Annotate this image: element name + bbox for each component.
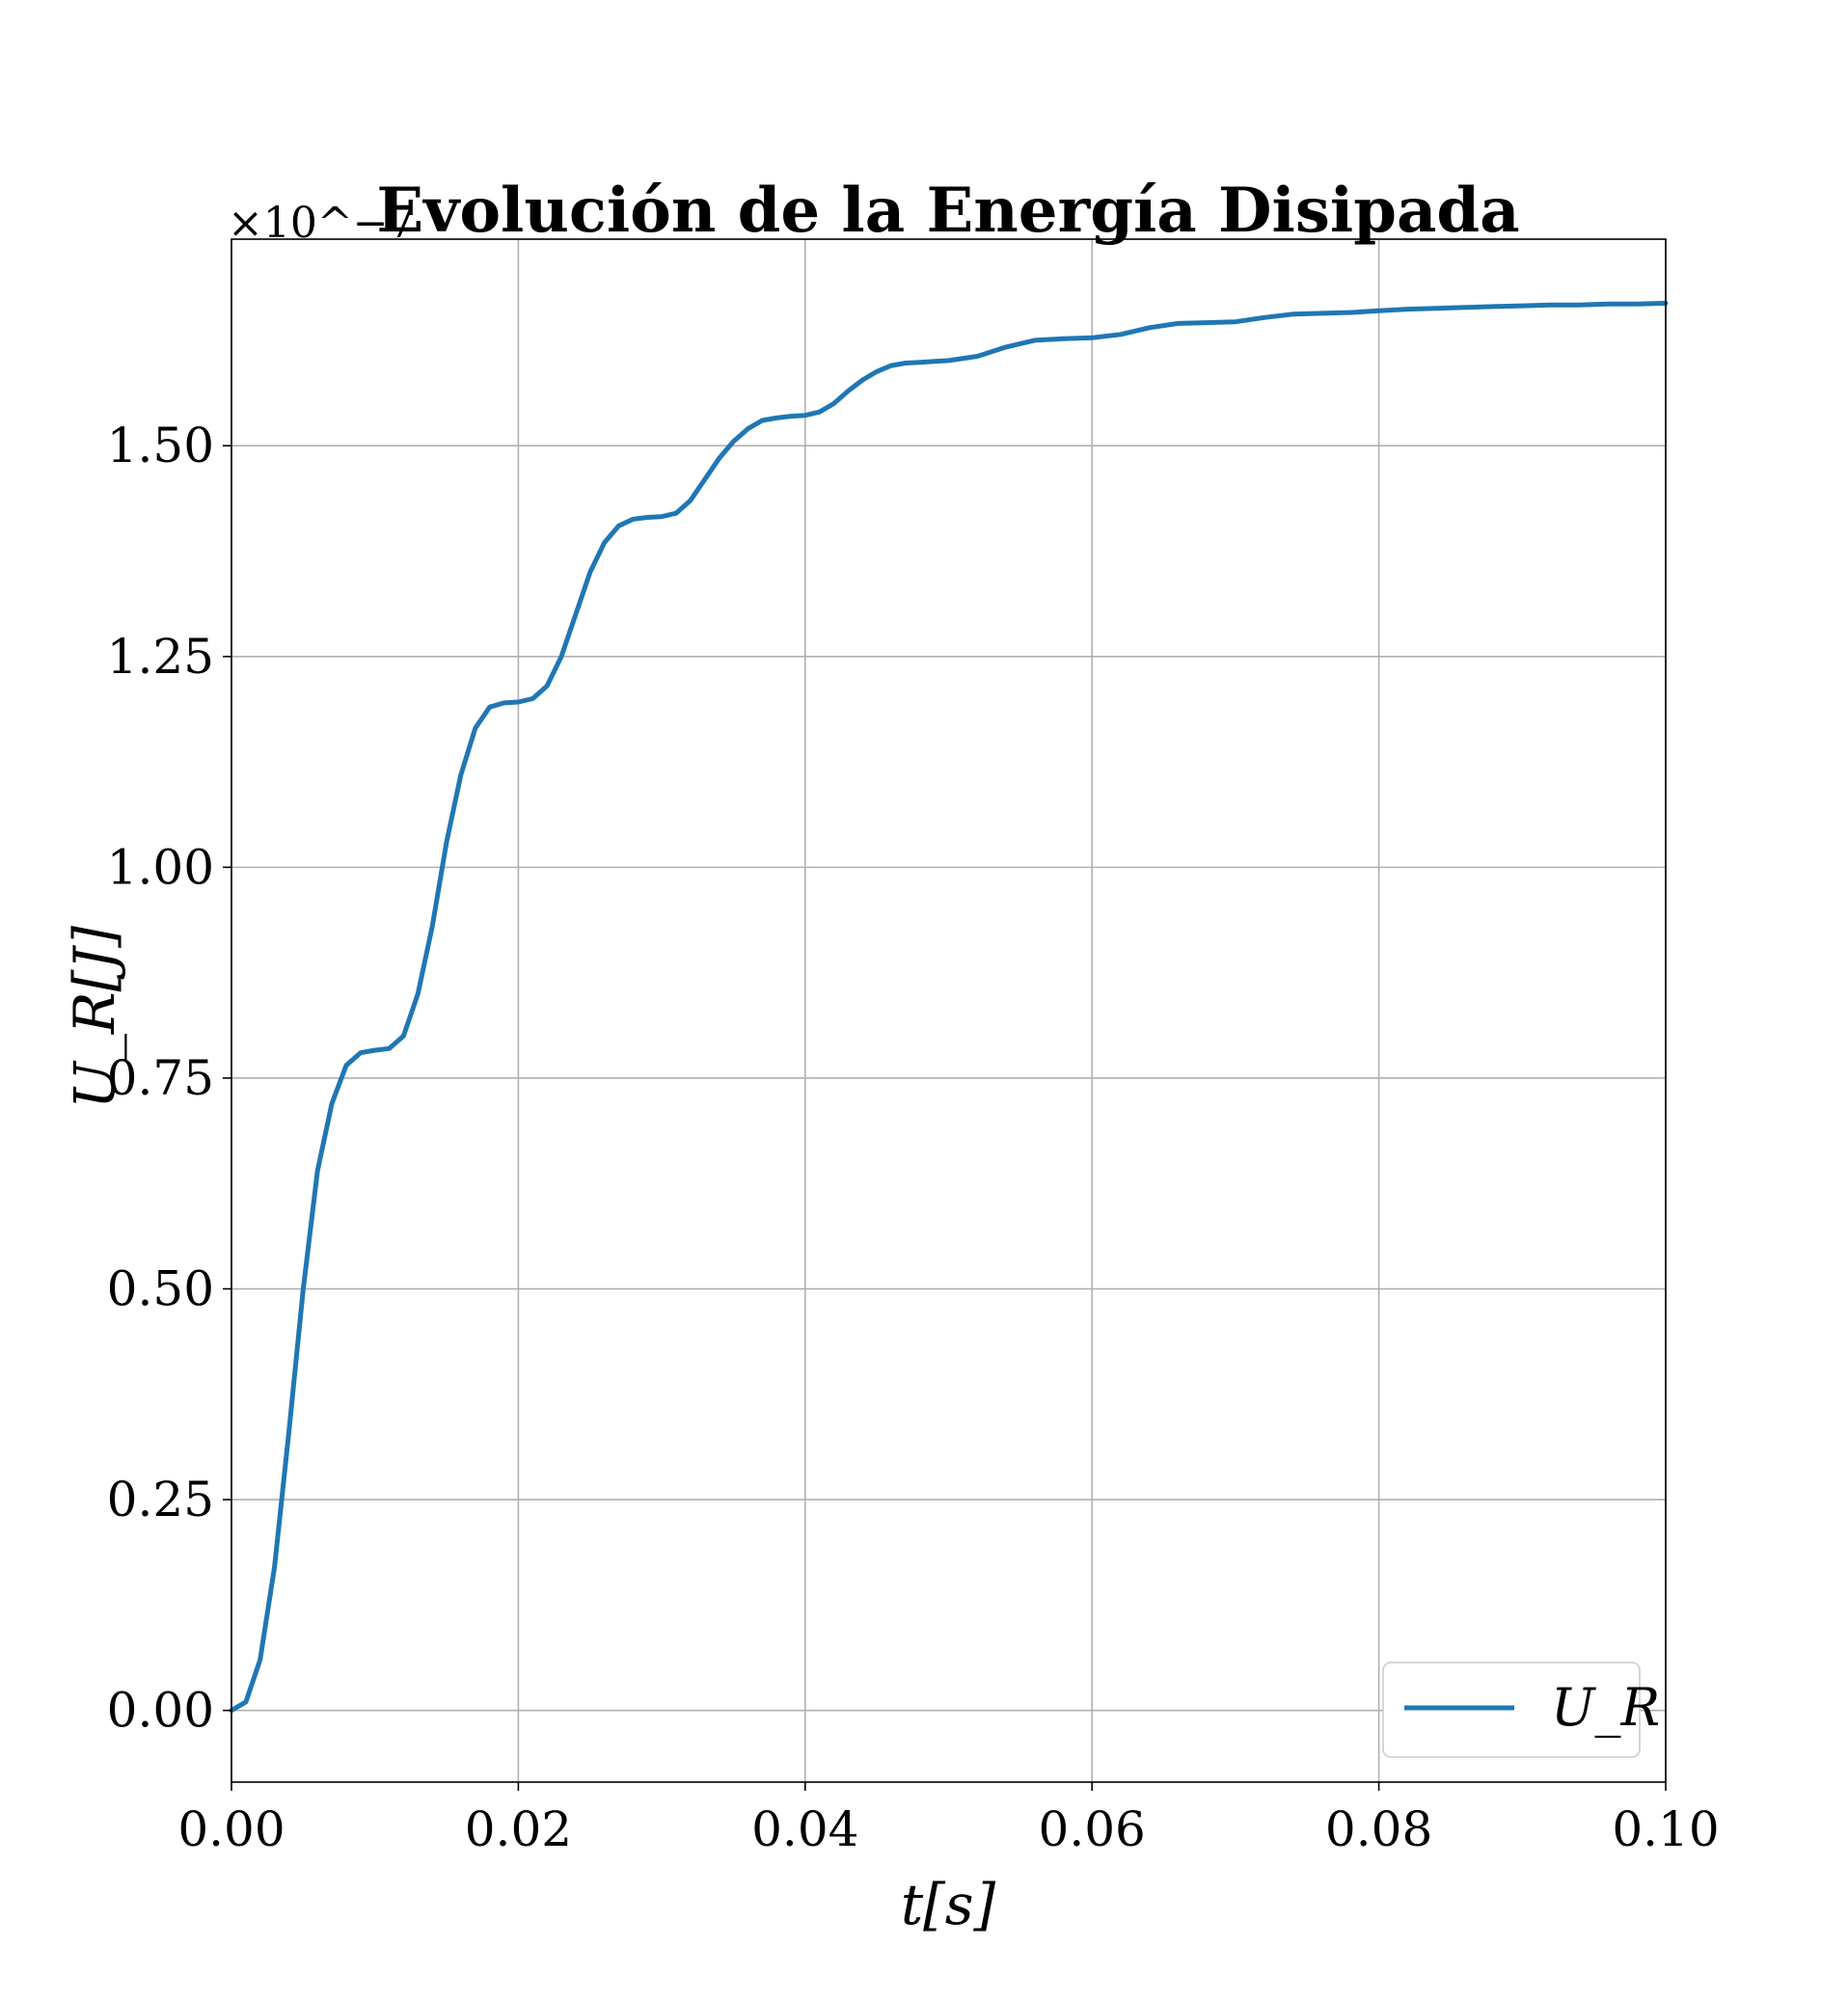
- plot-area-frame: [231, 238, 1667, 1783]
- y-tick-label: 1.50: [107, 418, 214, 473]
- y-tick-label: 0.50: [107, 1261, 214, 1317]
- chart-title: Evolución de la Energía Disipada: [376, 175, 1519, 247]
- x-tick-label: 0.08: [1325, 1801, 1432, 1857]
- y-tick-label: 0.25: [107, 1472, 214, 1528]
- y-tick-label: 1.00: [107, 839, 214, 895]
- x-axis-ticks: 0.00 0.02 0.04 0.06 0.08 0.10: [177, 1782, 1720, 1857]
- x-tick-label: 0.06: [1039, 1801, 1146, 1857]
- grid: [231, 239, 1667, 1782]
- y-axis-multiplier: ×10^−7: [228, 199, 416, 248]
- series-layer: [229, 300, 1669, 1714]
- y-axis-ticks: 0.00 0.25 0.50 0.75 1.00 1.25 1.50: [107, 418, 231, 1739]
- x-tick-label: 0.10: [1612, 1801, 1719, 1857]
- x-tick-label: 0.02: [465, 1801, 572, 1857]
- x-tick-label: 0.04: [751, 1801, 858, 1857]
- y-axis-label: U_R[J]: [62, 926, 127, 1109]
- legend: U_R: [1382, 1662, 1660, 1758]
- y-tick-label: 1.25: [107, 629, 214, 685]
- y-tick-label: 0.00: [107, 1683, 214, 1739]
- series-line: [229, 300, 1669, 1714]
- x-axis-label: t[s]: [901, 1872, 996, 1937]
- x-tick-label: 0.00: [177, 1801, 285, 1857]
- legend-label: U_R: [1551, 1677, 1660, 1738]
- y-tick-label: 0.75: [107, 1050, 214, 1106]
